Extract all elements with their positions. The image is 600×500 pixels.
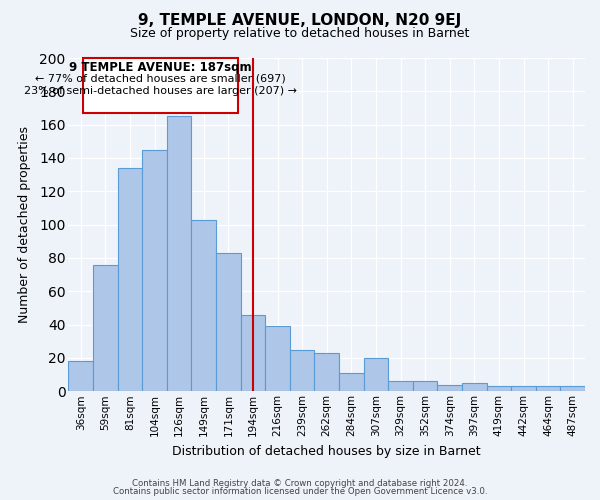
Bar	[413, 382, 437, 392]
Bar	[437, 384, 462, 392]
Text: Contains HM Land Registry data © Crown copyright and database right 2024.: Contains HM Land Registry data © Crown c…	[132, 478, 468, 488]
Bar	[265, 326, 290, 392]
Bar	[118, 168, 142, 392]
Bar	[487, 386, 511, 392]
Bar	[241, 314, 265, 392]
Y-axis label: Number of detached properties: Number of detached properties	[18, 126, 31, 323]
Bar	[364, 358, 388, 392]
Text: Contains public sector information licensed under the Open Government Licence v3: Contains public sector information licen…	[113, 487, 487, 496]
Text: ← 77% of detached houses are smaller (697): ← 77% of detached houses are smaller (69…	[35, 74, 286, 84]
Bar	[290, 350, 314, 392]
Bar	[191, 220, 216, 392]
Text: 9, TEMPLE AVENUE, LONDON, N20 9EJ: 9, TEMPLE AVENUE, LONDON, N20 9EJ	[139, 12, 461, 28]
Bar	[167, 116, 191, 392]
Text: 23% of semi-detached houses are larger (207) →: 23% of semi-detached houses are larger (…	[24, 86, 297, 97]
Bar	[142, 150, 167, 392]
Bar	[560, 386, 585, 392]
Bar	[216, 253, 241, 392]
Bar	[462, 383, 487, 392]
X-axis label: Distribution of detached houses by size in Barnet: Distribution of detached houses by size …	[172, 444, 481, 458]
Bar	[511, 386, 536, 392]
Bar	[93, 264, 118, 392]
Bar	[68, 362, 93, 392]
Bar	[388, 382, 413, 392]
Text: Size of property relative to detached houses in Barnet: Size of property relative to detached ho…	[130, 28, 470, 40]
Bar	[339, 373, 364, 392]
FancyBboxPatch shape	[83, 58, 238, 113]
Bar	[314, 353, 339, 392]
Text: 9 TEMPLE AVENUE: 187sqm: 9 TEMPLE AVENUE: 187sqm	[70, 62, 252, 74]
Bar	[536, 386, 560, 392]
